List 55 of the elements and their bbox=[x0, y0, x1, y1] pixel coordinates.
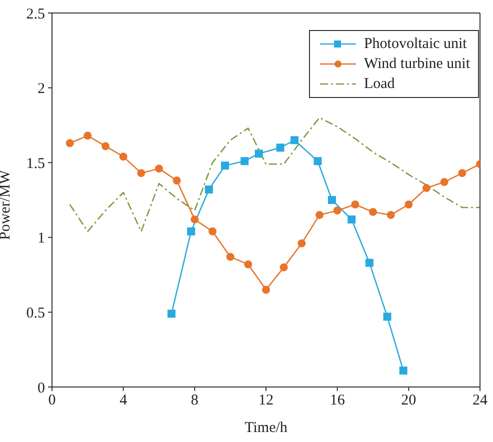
point bbox=[204, 186, 213, 194]
point bbox=[262, 286, 270, 294]
legend-label: Photovoltaic unit bbox=[364, 35, 467, 54]
point bbox=[102, 142, 110, 150]
point bbox=[187, 227, 196, 236]
point bbox=[399, 366, 408, 375]
x-tick-label: 24 bbox=[472, 392, 488, 409]
point bbox=[369, 208, 377, 216]
point bbox=[119, 152, 128, 161]
point bbox=[167, 310, 176, 318]
point bbox=[226, 252, 234, 261]
x-tick-label: 4 bbox=[120, 392, 128, 409]
point bbox=[208, 227, 216, 236]
x-tick-label: 8 bbox=[190, 392, 198, 409]
point bbox=[316, 210, 324, 219]
point bbox=[84, 132, 92, 140]
x-tick-label: 20 bbox=[401, 392, 416, 409]
legend-label: Wind turbine unit bbox=[364, 55, 470, 74]
point bbox=[386, 210, 395, 219]
point bbox=[240, 157, 249, 166]
point bbox=[190, 215, 199, 224]
point bbox=[348, 215, 356, 224]
point bbox=[314, 157, 322, 166]
point bbox=[440, 178, 448, 186]
point bbox=[254, 150, 263, 158]
y-tick-label: 1.5 bbox=[26, 156, 45, 172]
point bbox=[351, 200, 360, 208]
y-tick-label: 0.5 bbox=[26, 306, 45, 322]
point bbox=[172, 176, 181, 185]
point bbox=[404, 200, 413, 208]
x-tick-label: 16 bbox=[330, 392, 346, 409]
y-tick-label: 2.5 bbox=[26, 6, 45, 22]
y-tick-label: 1 bbox=[38, 230, 45, 247]
point bbox=[244, 260, 252, 268]
y-tick-label: 2 bbox=[38, 81, 45, 98]
point bbox=[220, 162, 229, 170]
point bbox=[280, 263, 288, 272]
point bbox=[458, 169, 466, 178]
x-tick-label: 12 bbox=[258, 392, 274, 409]
point bbox=[422, 184, 430, 192]
line-series bbox=[69, 117, 480, 232]
point bbox=[66, 139, 74, 148]
y-tick-label: 0 bbox=[38, 380, 45, 396]
point bbox=[137, 169, 146, 178]
point bbox=[290, 136, 299, 144]
point bbox=[155, 164, 163, 173]
x-axis-title: Time/h bbox=[244, 420, 288, 436]
point bbox=[298, 239, 306, 248]
point bbox=[365, 258, 374, 267]
point bbox=[383, 312, 392, 321]
x-tick-label: 0 bbox=[48, 392, 56, 409]
point bbox=[333, 206, 342, 214]
point bbox=[328, 196, 336, 204]
point bbox=[276, 144, 284, 152]
legend-label: Load bbox=[364, 75, 395, 94]
